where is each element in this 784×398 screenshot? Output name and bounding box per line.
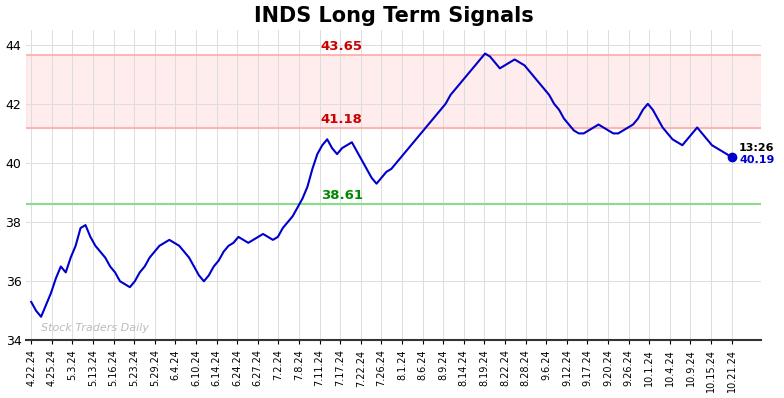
Title: INDS Long Term Signals: INDS Long Term Signals [254,6,534,25]
Text: 40.19: 40.19 [739,155,775,165]
Bar [27,55,761,128]
Text: 38.61: 38.61 [321,189,363,202]
Text: 41.18: 41.18 [321,113,362,126]
Text: 13:26: 13:26 [739,143,775,153]
Text: 43.65: 43.65 [321,40,363,53]
Text: Stock Traders Daily: Stock Traders Daily [41,323,149,333]
